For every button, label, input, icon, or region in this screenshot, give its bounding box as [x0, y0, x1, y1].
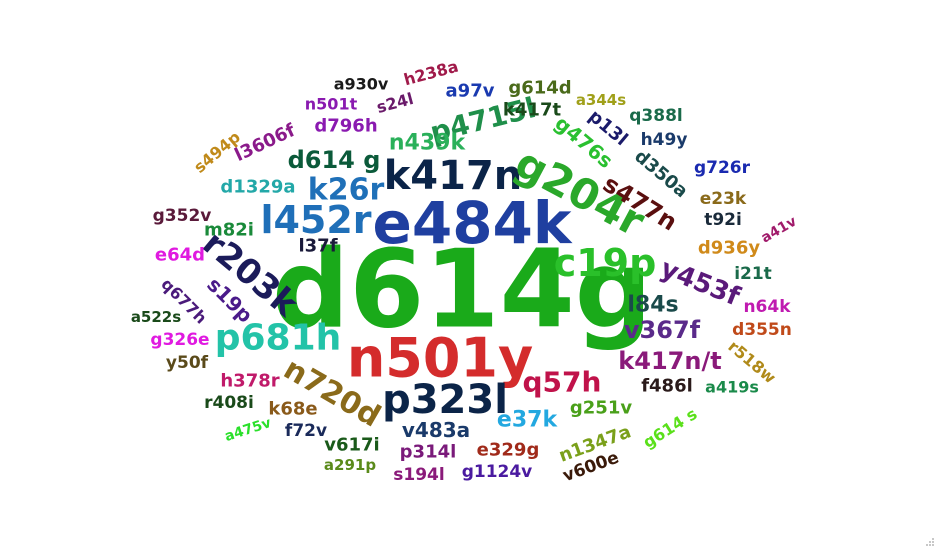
word-k417t: k417t [503, 100, 562, 121]
word-h49y: h49y [641, 130, 688, 150]
word-f72v: f72v [285, 421, 327, 441]
word-k68e: k68e [268, 399, 317, 420]
word-d614-g: d614 g [288, 146, 381, 174]
word-l452r: l452r [260, 198, 371, 242]
word-k26r: k26r [308, 173, 385, 208]
word-d614g: d614g [272, 228, 652, 353]
word-r408i: r408i [204, 393, 254, 413]
word-a475v: a475v [223, 415, 273, 445]
word-e37k: e37k [497, 408, 559, 433]
word-a344s: a344s [576, 91, 626, 109]
word-g326e: g326e [150, 330, 209, 350]
word-l37f: l37f [298, 236, 337, 257]
word-q388l: q388l [629, 106, 682, 126]
word-s194l: s194l [393, 465, 444, 485]
word-d796h: d796h [314, 116, 377, 137]
word-n501t: n501t [305, 95, 358, 114]
word-a930v: a930v [334, 75, 389, 94]
word-p681h: p681h [215, 318, 342, 359]
word-p314l: p314l [400, 442, 457, 463]
word-f486l: f486l [641, 376, 693, 397]
word-v617i: v617i [324, 435, 379, 456]
word-a41v: a41v [759, 214, 800, 247]
word-a97v: a97v [446, 81, 495, 102]
word-t92i: t92i [704, 210, 742, 230]
resize-grip-icon[interactable] [923, 537, 935, 549]
word-d1329a: d1329a [220, 177, 295, 198]
word-i21t: i21t [734, 264, 772, 284]
word-k417n-t: k417n/t [618, 347, 721, 375]
word-c19p: c19p [554, 241, 657, 285]
word-p323l: p323l [382, 377, 508, 423]
word-n439k: n439k [389, 131, 467, 156]
word-d355n: d355n [732, 320, 792, 340]
word-e23k: e23k [700, 189, 747, 209]
word-g726r: g726r [694, 158, 751, 178]
word-y50f: y50f [166, 353, 209, 373]
word-n501y: n501y [347, 327, 533, 390]
word-e64d: e64d [155, 245, 205, 266]
word-a522s: a522s [131, 308, 181, 326]
word-g251v: g251v [570, 398, 632, 419]
word-e329g: e329g [477, 440, 540, 461]
word-a419s: a419s [705, 378, 759, 397]
word-m82i: m82i [204, 220, 254, 241]
word-e484k: e484k [373, 189, 573, 257]
word-d936y: d936y [698, 238, 760, 259]
word-g1124v: g1124v [462, 462, 533, 482]
word-k417n: k417n [384, 153, 523, 199]
word-v483a: v483a [402, 418, 470, 442]
word-h378r: h378r [220, 371, 279, 392]
word-g614-s: g614 s [640, 404, 701, 452]
word-n64k: n64k [743, 297, 791, 317]
word-g352v: g352v [153, 206, 212, 226]
word-g614d: g614d [508, 78, 571, 99]
word-l84s: l84s [627, 293, 678, 318]
word-v367f: v367f [624, 316, 701, 344]
word-a291p: a291p [324, 456, 376, 474]
word-q57h: q57h [523, 366, 602, 399]
